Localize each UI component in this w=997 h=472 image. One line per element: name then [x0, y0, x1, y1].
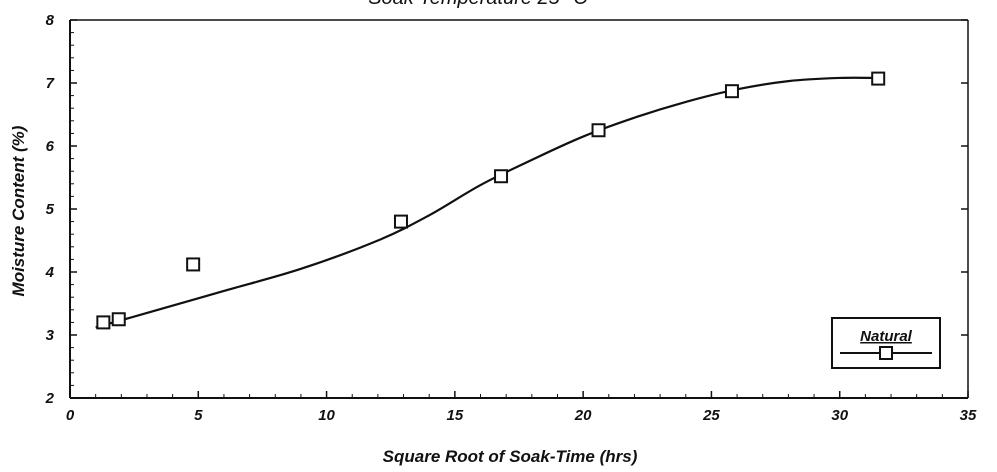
y-tick-label: 5 — [46, 201, 55, 218]
legend-marker — [879, 346, 893, 360]
x-tick-label: 35 — [960, 407, 977, 424]
y-tick-label: 6 — [46, 138, 55, 155]
data-point — [111, 312, 126, 327]
data-point — [96, 315, 111, 330]
x-tick-label: 20 — [574, 407, 592, 424]
series-natural — [95, 71, 886, 330]
x-tick-label: 0 — [66, 407, 75, 424]
legend: Natural — [831, 317, 941, 369]
data-point — [186, 257, 201, 272]
x-tick-label: 15 — [447, 407, 464, 424]
data-point — [871, 71, 886, 86]
y-tick-label: 4 — [45, 264, 55, 281]
y-tick-label: 3 — [46, 327, 55, 344]
y-tick-label: 7 — [46, 75, 55, 92]
x-tick-label: 30 — [831, 407, 848, 424]
data-point — [393, 214, 408, 229]
data-point — [724, 84, 739, 99]
y-tick-label: 8 — [46, 12, 55, 29]
x-axis-title: Square Root of Soak-Time (hrs) — [383, 447, 638, 466]
y-tick-label: 2 — [45, 390, 55, 407]
ticks: 0 5 10 15 20 25 30 35 2 3 4 5 6 7 8 — [45, 12, 977, 424]
fit-curve — [95, 76, 879, 329]
x-tick-label: 25 — [702, 407, 720, 424]
x-tick-label: 5 — [194, 407, 203, 424]
legend-label-natural: Natural — [860, 328, 913, 345]
data-point — [591, 123, 606, 138]
data-point — [494, 169, 509, 184]
chart-title: Soak Temperature 25° C — [368, 0, 588, 9]
x-tick-label: 10 — [318, 407, 335, 424]
y-axis-title: Moisture Content (%) — [9, 125, 28, 296]
